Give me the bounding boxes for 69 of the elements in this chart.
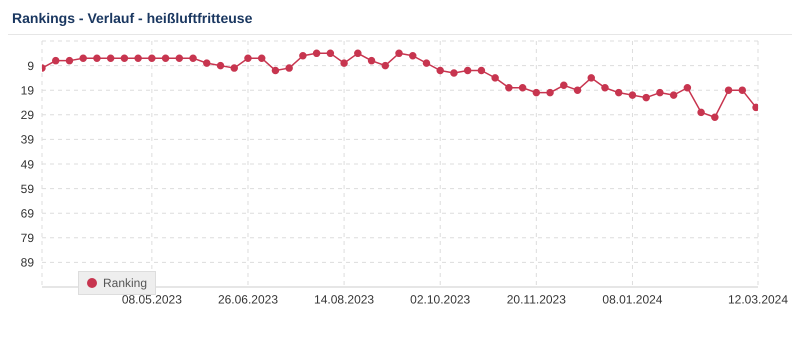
y-tick-label: 39 — [20, 132, 34, 147]
point — [244, 54, 252, 62]
point — [588, 74, 596, 82]
point — [656, 88, 664, 96]
point — [614, 88, 622, 96]
point — [724, 86, 732, 94]
point — [574, 86, 582, 94]
point — [340, 59, 348, 67]
point — [203, 59, 211, 67]
point — [52, 56, 60, 64]
point — [189, 54, 197, 62]
point — [628, 91, 636, 99]
point — [738, 86, 746, 94]
point — [684, 84, 692, 92]
point — [258, 54, 266, 62]
point — [491, 74, 499, 82]
point — [450, 69, 458, 77]
y-tick-label: 59 — [20, 182, 34, 196]
point — [216, 62, 224, 70]
point — [711, 114, 719, 122]
x-tick-label: 08.05.2023 — [122, 292, 182, 307]
point — [478, 66, 486, 74]
point — [382, 62, 390, 70]
point — [642, 94, 650, 102]
y-tick-label: 9 — [27, 58, 34, 73]
point — [601, 84, 609, 92]
point — [120, 54, 128, 62]
point — [106, 54, 114, 62]
point — [299, 52, 307, 60]
point — [560, 82, 568, 90]
point — [464, 66, 472, 74]
chart-title: Rankings - Verlauf - heißluftfritteuse — [8, 8, 792, 35]
x-tick-label: 14.08.2023 — [314, 292, 374, 307]
point — [272, 66, 280, 74]
legend-label: Ranking — [103, 276, 148, 290]
point — [546, 88, 554, 96]
y-tick-label: 79 — [20, 231, 34, 246]
point — [532, 88, 540, 96]
point — [409, 52, 416, 60]
point — [312, 50, 320, 58]
point — [422, 59, 430, 67]
point — [518, 84, 526, 92]
x-tick-label: 20.11.2023 — [506, 292, 566, 307]
point — [436, 66, 444, 74]
x-tick-label: 26.06.2023 — [218, 292, 278, 307]
point — [230, 64, 238, 72]
y-tick-label: 49 — [20, 157, 34, 172]
point — [670, 91, 678, 99]
point — [176, 54, 184, 62]
point — [505, 84, 513, 92]
point — [93, 54, 101, 62]
point — [162, 54, 170, 62]
x-tick-label: 08.01.2024 — [602, 292, 663, 307]
x-tick-label: 02.10.2023 — [410, 292, 471, 307]
point — [134, 54, 142, 62]
y-tick-label: 89 — [20, 256, 34, 270]
y-tick-label: 19 — [20, 83, 34, 98]
point — [354, 50, 362, 58]
point — [326, 50, 334, 58]
y-tick-label: 69 — [20, 206, 34, 220]
point — [395, 50, 403, 58]
point — [285, 64, 293, 72]
y-tick-label: 29 — [20, 108, 34, 122]
point — [697, 108, 705, 116]
point — [148, 54, 156, 62]
point — [368, 56, 376, 64]
point — [66, 56, 74, 64]
point — [79, 54, 87, 62]
x-tick-label: 12.03.2024 — [728, 292, 788, 307]
